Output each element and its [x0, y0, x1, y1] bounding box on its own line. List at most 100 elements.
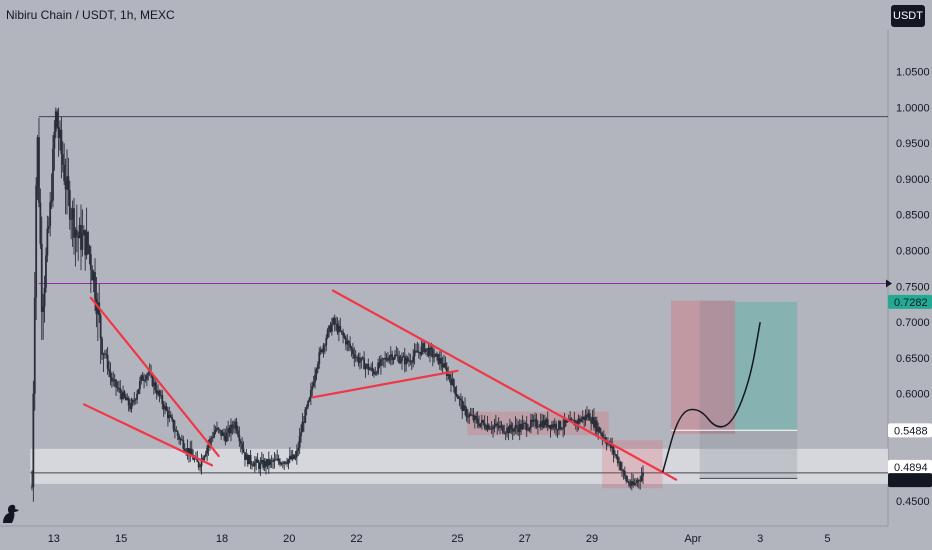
- candle-body: [216, 427, 218, 430]
- candle-body: [223, 432, 225, 436]
- candle-body: [632, 481, 635, 485]
- candle-body: [171, 416, 174, 420]
- candle-body: [185, 450, 188, 452]
- candle-body: [357, 357, 360, 363]
- candle-body: [520, 423, 522, 430]
- candle-body: [465, 408, 468, 417]
- y-tick-label: 0.7000: [896, 317, 930, 329]
- candle-body: [92, 272, 95, 281]
- candle-body: [276, 458, 279, 460]
- candle-body: [490, 428, 493, 430]
- candle-body: [403, 356, 406, 365]
- candle-body: [487, 424, 490, 430]
- candle-body: [607, 442, 609, 445]
- candle-body: [444, 363, 447, 368]
- candle-body: [494, 423, 497, 426]
- candle-body: [391, 354, 394, 361]
- x-tick-label: 29: [586, 533, 598, 545]
- candle-body: [332, 318, 335, 324]
- candle-body: [131, 399, 134, 404]
- candle-body: [117, 387, 120, 389]
- x-tick-label: Apr: [684, 533, 701, 545]
- candle-body: [612, 446, 615, 454]
- candle-body: [388, 356, 391, 361]
- candle-body: [586, 414, 588, 418]
- candle-body: [485, 427, 487, 430]
- currency-button[interactable]: USDT: [891, 5, 925, 27]
- candle-body: [581, 416, 584, 420]
- candle-body: [623, 470, 626, 476]
- candle-body: [572, 419, 574, 421]
- candle-body: [203, 456, 206, 460]
- candle-body: [242, 448, 245, 453]
- candle-body: [504, 432, 507, 434]
- candle-body: [193, 458, 196, 460]
- candle-body: [342, 331, 344, 336]
- candle-body: [507, 427, 510, 434]
- candle-body: [515, 425, 518, 428]
- candle-body: [437, 354, 440, 364]
- candle-body: [367, 364, 370, 371]
- level-arrow-icon: [886, 279, 892, 288]
- candle-body: [551, 424, 553, 429]
- candle-body: [576, 421, 579, 424]
- candle-body: [363, 358, 366, 370]
- candle-body: [409, 360, 412, 363]
- candle-body: [622, 470, 625, 472]
- candle-body: [343, 335, 346, 338]
- candle-body: [378, 362, 381, 366]
- candle-body: [480, 420, 483, 424]
- candle-body: [513, 428, 515, 432]
- candle-body: [319, 349, 322, 353]
- candle-body: [84, 230, 87, 256]
- candle-body: [137, 389, 140, 394]
- candle-body: [419, 351, 422, 355]
- candle-body: [133, 399, 136, 401]
- candle-body: [340, 330, 343, 332]
- candle-body: [241, 443, 244, 449]
- y-tick-label: 0.9500: [896, 138, 930, 150]
- candle-body: [174, 429, 176, 432]
- candle-body: [598, 427, 601, 433]
- tradingview-logo-icon[interactable]: [0, 497, 24, 525]
- candle-body: [181, 439, 183, 441]
- y-tick-label: 0.4500: [896, 496, 930, 508]
- candle-body: [424, 348, 427, 352]
- candle-body: [140, 375, 143, 381]
- candle-body: [499, 425, 501, 428]
- candle-body: [464, 405, 466, 409]
- candle-body: [66, 176, 68, 190]
- candle-body: [479, 423, 482, 427]
- candle-body: [455, 394, 458, 397]
- candle-body: [563, 419, 566, 428]
- candle-body: [297, 447, 300, 451]
- candle-body: [103, 353, 106, 355]
- candle-body: [316, 364, 319, 370]
- price-label-box: [888, 423, 932, 438]
- candle-body: [438, 358, 441, 364]
- projection-curve: [661, 321, 761, 473]
- candle-body: [637, 480, 640, 481]
- candle-body: [227, 428, 230, 433]
- candle-body: [626, 481, 629, 482]
- candle-body: [78, 225, 81, 238]
- candle-body: [288, 455, 291, 460]
- candle-body: [256, 459, 259, 463]
- candle-body: [605, 441, 608, 445]
- candle-body: [385, 357, 388, 360]
- candle-body: [182, 440, 185, 449]
- candle-body: [597, 427, 600, 432]
- candle-body: [531, 419, 534, 422]
- candle-body: [489, 428, 492, 430]
- candle-body: [143, 380, 145, 381]
- candle-body: [302, 421, 305, 423]
- candle-body: [71, 208, 74, 220]
- candle-body: [443, 363, 445, 368]
- candle-body: [298, 436, 301, 448]
- candle-body: [260, 460, 263, 463]
- candle-body: [482, 420, 485, 423]
- candle-body: [349, 343, 351, 348]
- candle-body: [305, 406, 308, 410]
- candle-body: [346, 341, 349, 345]
